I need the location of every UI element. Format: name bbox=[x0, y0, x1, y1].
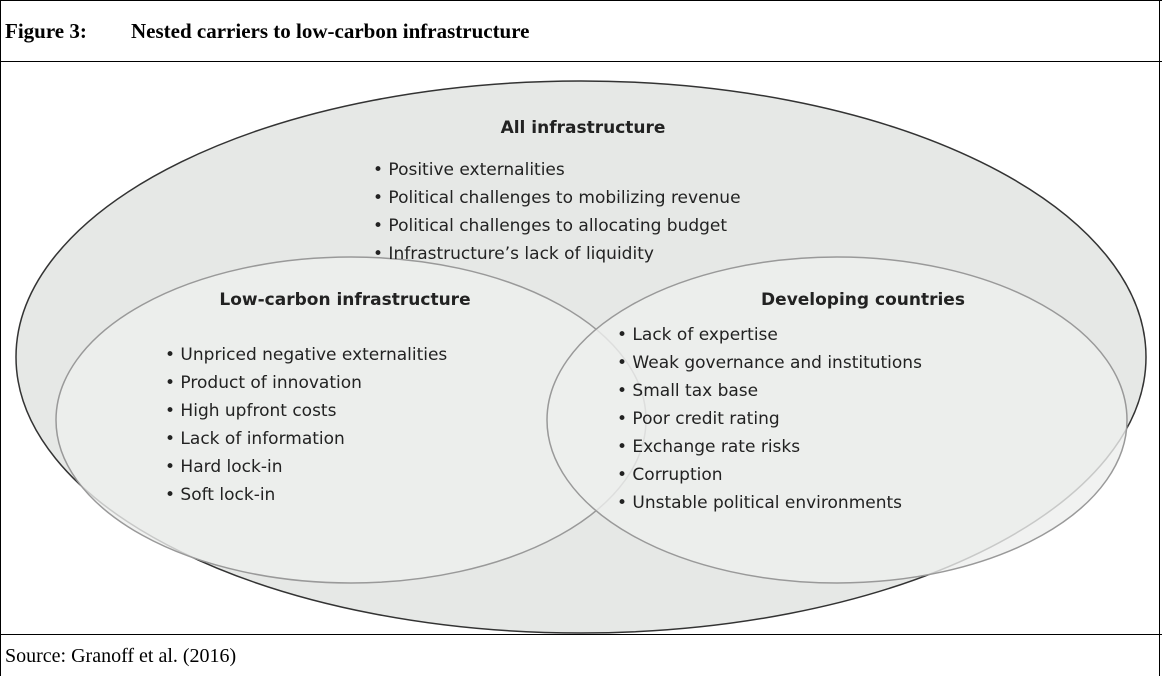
bullet-item: • Unstable political environments bbox=[617, 493, 902, 513]
bullet-item: • Exchange rate risks bbox=[617, 437, 800, 457]
bullet-item: • Infrastructure’s lack of liquidity bbox=[373, 244, 654, 264]
bullet-item: • High upfront costs bbox=[165, 401, 337, 421]
bullet-item: • Hard lock-in bbox=[165, 457, 282, 477]
bullet-item: • Corruption bbox=[617, 465, 723, 485]
bullet-item: • Lack of information bbox=[165, 429, 345, 449]
source: Source: Granoff et al. (2016) bbox=[1, 634, 1162, 668]
bullet-item: • Unpriced negative externalities bbox=[165, 345, 447, 365]
bullet-item: • Political challenges to mobilizing rev… bbox=[373, 188, 741, 208]
bullet-item: • Poor credit rating bbox=[617, 409, 780, 429]
bullet-item: • Soft lock-in bbox=[165, 485, 275, 505]
bullet-item: • Positive externalities bbox=[373, 160, 565, 180]
bullet-item: • Small tax base bbox=[617, 381, 758, 401]
bullet-item: • Product of innovation bbox=[165, 373, 362, 393]
figure-label: Figure 3: bbox=[5, 19, 87, 43]
figure-title: Nested carriers to low-carbon infrastruc… bbox=[131, 19, 530, 43]
bullet-item: • Political challenges to allocating bud… bbox=[373, 216, 727, 236]
group-title: Low-carbon infrastructure bbox=[219, 290, 470, 310]
bullet-item: • Weak governance and institutions bbox=[617, 353, 922, 373]
group-title: All infrastructure bbox=[501, 118, 666, 138]
bullet-item: • Lack of expertise bbox=[617, 325, 778, 345]
right-ellipse bbox=[546, 256, 1128, 584]
header: Figure 3: Nested carriers to low-carbon … bbox=[1, 0, 1162, 62]
group-title: Developing countries bbox=[761, 290, 965, 310]
